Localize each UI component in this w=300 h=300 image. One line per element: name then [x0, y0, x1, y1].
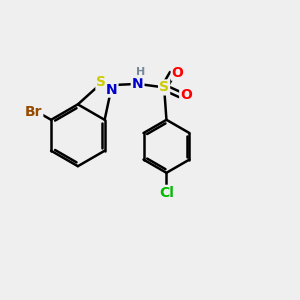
Text: N: N	[106, 82, 118, 97]
Text: S: S	[96, 75, 106, 89]
Text: O: O	[180, 88, 192, 102]
Text: S: S	[159, 80, 169, 94]
Text: Cl: Cl	[159, 186, 174, 200]
Text: N: N	[132, 77, 143, 91]
Text: O: O	[172, 66, 184, 80]
Text: H: H	[136, 68, 145, 77]
Text: Br: Br	[25, 105, 42, 119]
